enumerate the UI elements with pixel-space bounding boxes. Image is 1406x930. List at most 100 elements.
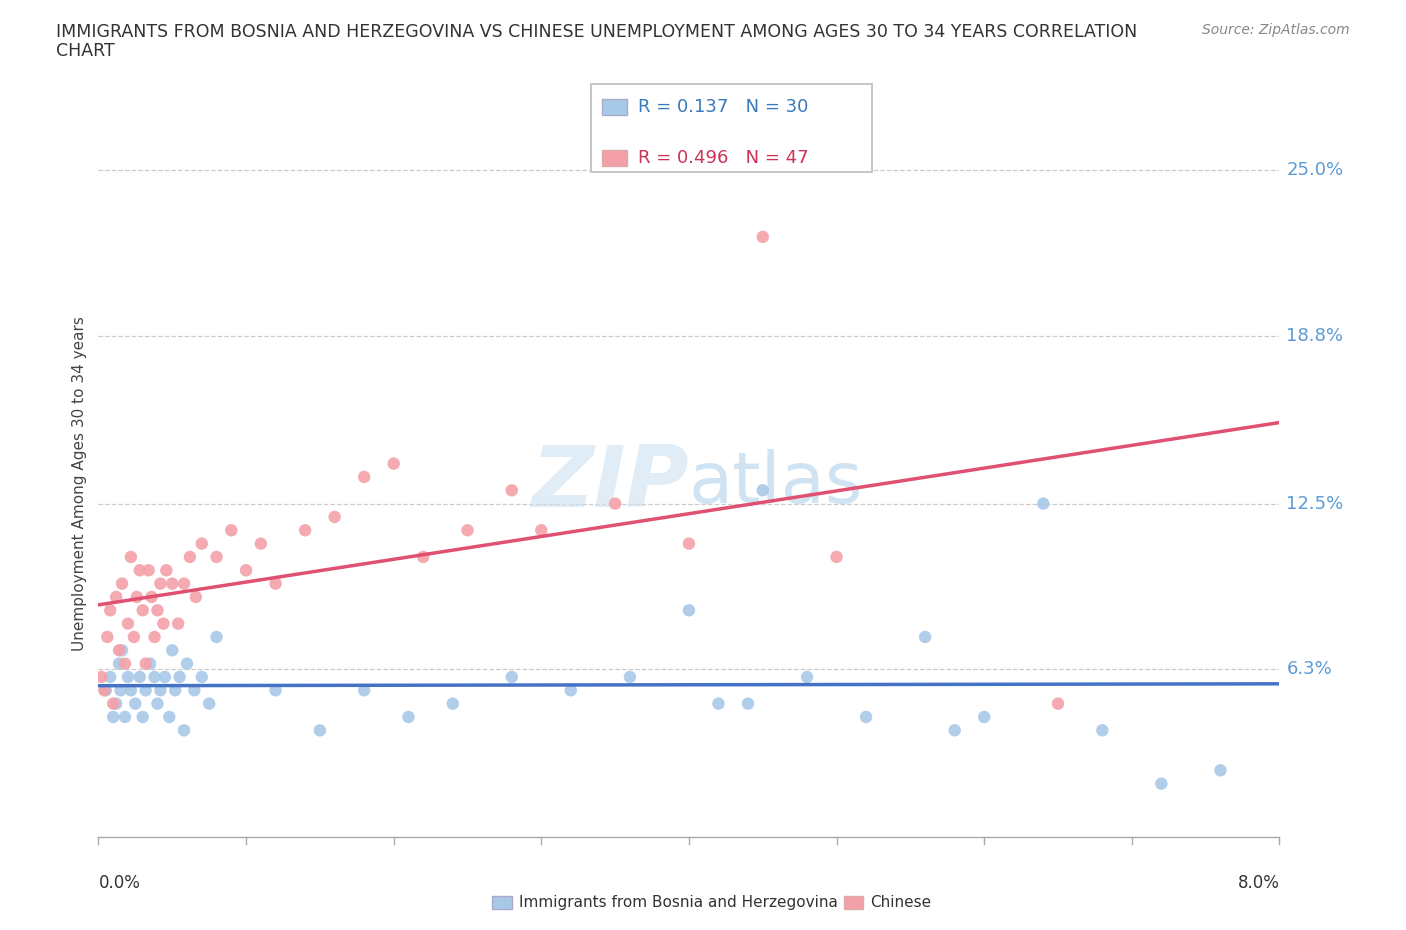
Point xyxy=(162,643,183,658)
Point xyxy=(125,590,148,604)
Point xyxy=(198,697,221,711)
Point xyxy=(737,697,759,711)
Point xyxy=(93,683,115,698)
Point xyxy=(264,683,287,698)
Point xyxy=(132,603,155,618)
Point xyxy=(855,710,877,724)
Point xyxy=(122,630,145,644)
Point xyxy=(205,630,228,644)
Text: 8.0%: 8.0% xyxy=(1237,874,1279,892)
Point xyxy=(162,577,183,591)
Point xyxy=(382,456,405,471)
Text: Source: ZipAtlas.com: Source: ZipAtlas.com xyxy=(1202,23,1350,37)
Point xyxy=(135,657,157,671)
Text: 12.5%: 12.5% xyxy=(1286,495,1344,512)
Point xyxy=(94,683,117,698)
Point xyxy=(323,510,346,525)
Text: atlas: atlas xyxy=(689,449,863,518)
Point xyxy=(90,670,112,684)
Point xyxy=(128,563,150,578)
Text: 0.0%: 0.0% xyxy=(98,874,141,892)
Point xyxy=(412,550,434,565)
Point xyxy=(751,483,773,498)
Point xyxy=(294,523,316,538)
Point xyxy=(605,497,627,512)
Point xyxy=(149,577,172,591)
Point xyxy=(190,670,214,684)
Point xyxy=(184,590,207,604)
Point xyxy=(530,523,553,538)
Point xyxy=(179,550,201,565)
Point xyxy=(167,617,190,631)
Point xyxy=(973,710,995,724)
Point xyxy=(152,617,174,631)
Point xyxy=(138,563,160,578)
Point xyxy=(173,723,195,737)
Point xyxy=(155,563,177,578)
Point xyxy=(105,697,128,711)
Point xyxy=(353,470,375,485)
Point xyxy=(149,683,172,698)
Point xyxy=(751,230,773,245)
Point xyxy=(143,670,166,684)
Point xyxy=(135,683,157,698)
Point xyxy=(914,630,936,644)
Point xyxy=(1091,723,1114,737)
Point xyxy=(1209,763,1232,777)
Point xyxy=(165,683,187,698)
Point xyxy=(139,657,162,671)
Point xyxy=(796,670,818,684)
Point xyxy=(124,697,146,711)
Point xyxy=(111,577,134,591)
Point xyxy=(146,603,169,618)
Text: CHART: CHART xyxy=(56,42,115,60)
Text: IMMIGRANTS FROM BOSNIA AND HERZEGOVINA VS CHINESE UNEMPLOYMENT AMONG AGES 30 TO : IMMIGRANTS FROM BOSNIA AND HERZEGOVINA V… xyxy=(56,23,1137,41)
Point xyxy=(120,683,142,698)
Point xyxy=(1032,497,1054,512)
Text: R = 0.137   N = 30: R = 0.137 N = 30 xyxy=(638,98,808,116)
Text: ZIP: ZIP xyxy=(531,442,689,525)
Point xyxy=(108,657,131,671)
Point xyxy=(619,670,641,684)
Text: Immigrants from Bosnia and Herzegovina: Immigrants from Bosnia and Herzegovina xyxy=(519,895,838,910)
Point xyxy=(103,710,125,724)
Point xyxy=(678,603,700,618)
Point xyxy=(1046,697,1069,711)
Point xyxy=(96,630,118,644)
Text: 25.0%: 25.0% xyxy=(1286,161,1344,179)
Point xyxy=(176,657,198,671)
Point xyxy=(173,577,195,591)
Point xyxy=(157,710,180,724)
Point xyxy=(128,670,150,684)
Text: R = 0.496   N = 47: R = 0.496 N = 47 xyxy=(638,149,808,167)
Point xyxy=(169,670,191,684)
Point xyxy=(117,670,139,684)
Y-axis label: Unemployment Among Ages 30 to 34 years: Unemployment Among Ages 30 to 34 years xyxy=(72,316,87,651)
Point xyxy=(441,697,464,711)
Text: Chinese: Chinese xyxy=(870,895,931,910)
Point xyxy=(120,550,142,565)
Text: 18.8%: 18.8% xyxy=(1286,326,1344,345)
Point xyxy=(98,603,121,618)
Point xyxy=(103,697,125,711)
Point xyxy=(110,683,132,698)
Point xyxy=(1150,777,1173,791)
Point xyxy=(143,630,166,644)
Point xyxy=(141,590,163,604)
Point xyxy=(456,523,478,538)
Point xyxy=(108,643,131,658)
Point xyxy=(560,683,582,698)
Point xyxy=(153,670,176,684)
Point xyxy=(501,483,523,498)
Point xyxy=(264,577,287,591)
Point xyxy=(117,617,139,631)
Text: 6.3%: 6.3% xyxy=(1286,660,1333,678)
Point xyxy=(132,710,155,724)
Point xyxy=(678,537,700,551)
Point xyxy=(353,683,375,698)
Point xyxy=(308,723,332,737)
Point xyxy=(146,697,169,711)
Point xyxy=(396,710,419,724)
Point xyxy=(190,537,214,551)
Point xyxy=(250,537,273,551)
